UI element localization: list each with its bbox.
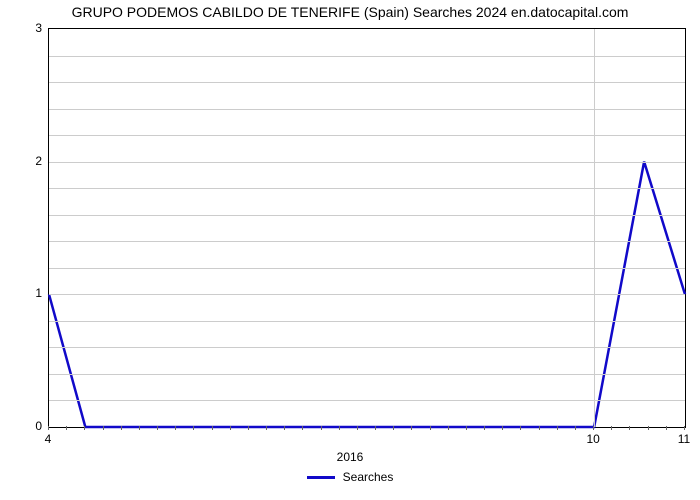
x-tick-minor xyxy=(648,426,649,430)
x-gridline-major xyxy=(594,29,595,427)
x-axis-title: 2016 xyxy=(0,450,700,464)
x-tick-minor xyxy=(502,426,503,430)
y-gridline-minor xyxy=(49,188,685,189)
x-tick-label: 11 xyxy=(678,432,690,446)
x-tick-minor xyxy=(212,426,213,430)
x-tick-minor xyxy=(575,426,576,430)
x-tick-minor xyxy=(84,426,85,430)
x-tick-label: 10 xyxy=(586,432,599,446)
x-tick-minor xyxy=(193,426,194,430)
x-tick-minor xyxy=(66,426,67,430)
y-gridline-minor xyxy=(49,109,685,110)
x-tick-minor xyxy=(230,426,231,430)
x-tick-minor xyxy=(157,426,158,430)
x-tick-minor xyxy=(266,426,267,430)
x-tick-minor xyxy=(466,426,467,430)
y-gridline-minor xyxy=(49,241,685,242)
x-tick-minor xyxy=(321,426,322,430)
y-gridline-minor xyxy=(49,347,685,348)
chart-container: GRUPO PODEMOS CABILDO DE TENERIFE (Spain… xyxy=(0,0,700,500)
y-tick-label: 0 xyxy=(14,419,42,433)
legend-label: Searches xyxy=(343,470,394,484)
x-tick-minor xyxy=(411,426,412,430)
y-tick-label: 2 xyxy=(14,154,42,168)
chart-title: GRUPO PODEMOS CABILDO DE TENERIFE (Spain… xyxy=(0,4,700,20)
x-tick-minor xyxy=(539,426,540,430)
series-line-layer xyxy=(49,29,685,427)
x-tick-minor xyxy=(629,426,630,430)
y-tick-label: 3 xyxy=(14,21,42,35)
y-gridline-minor xyxy=(49,374,685,375)
y-gridline-major xyxy=(49,294,685,295)
x-tick-minor xyxy=(139,426,140,430)
x-tick-minor xyxy=(593,426,594,430)
y-gridline-minor xyxy=(49,268,685,269)
x-tick-minor xyxy=(430,426,431,430)
x-tick-minor xyxy=(684,426,685,430)
legend: Searches xyxy=(0,470,700,484)
x-tick-minor xyxy=(375,426,376,430)
x-tick-minor xyxy=(248,426,249,430)
x-tick-minor xyxy=(448,426,449,430)
y-gridline-minor xyxy=(49,135,685,136)
y-tick-label: 1 xyxy=(14,286,42,300)
y-gridline-minor xyxy=(49,400,685,401)
x-tick-minor xyxy=(666,426,667,430)
x-tick-minor xyxy=(302,426,303,430)
x-tick-minor xyxy=(393,426,394,430)
legend-swatch xyxy=(307,476,335,479)
x-tick-minor xyxy=(284,426,285,430)
plot-area xyxy=(48,28,686,428)
x-tick-minor xyxy=(175,426,176,430)
x-tick-minor xyxy=(520,426,521,430)
x-tick-minor xyxy=(557,426,558,430)
x-tick-minor xyxy=(484,426,485,430)
x-tick-minor xyxy=(357,426,358,430)
x-tick-minor xyxy=(48,426,49,430)
x-tick-minor xyxy=(103,426,104,430)
x-tick-minor xyxy=(611,426,612,430)
y-gridline-minor xyxy=(49,321,685,322)
y-gridline-minor xyxy=(49,215,685,216)
x-tick-minor xyxy=(339,426,340,430)
y-gridline-major xyxy=(49,162,685,163)
x-tick-minor xyxy=(121,426,122,430)
x-tick-label: 4 xyxy=(45,432,52,446)
y-gridline-minor xyxy=(49,56,685,57)
y-gridline-minor xyxy=(49,82,685,83)
